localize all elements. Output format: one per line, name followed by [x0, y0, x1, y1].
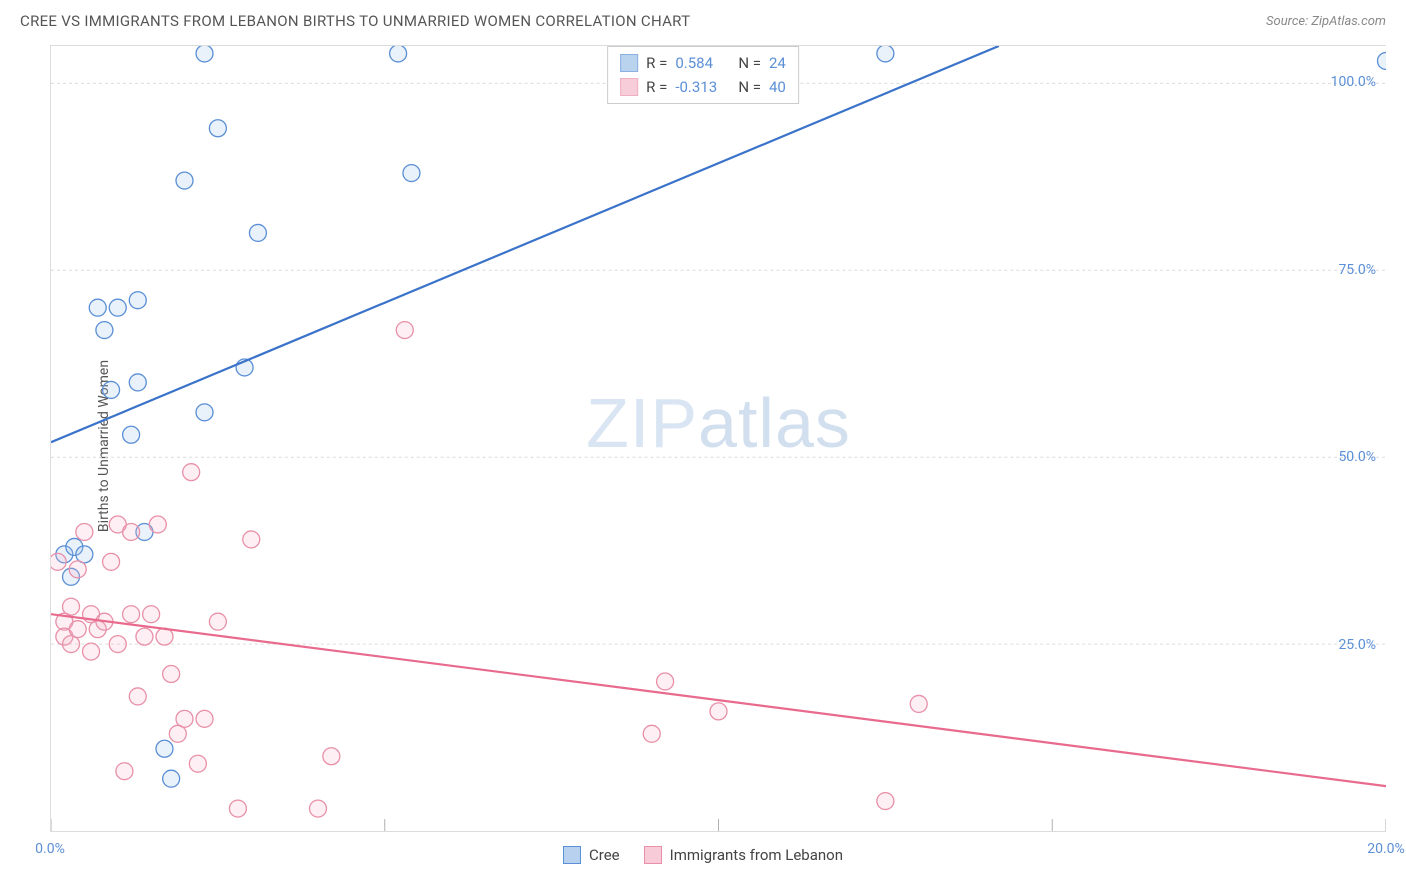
series-legend-label: Cree — [589, 846, 620, 864]
series-legend-item: Immigrants from Lebanon — [644, 846, 843, 864]
legend-r-value: -0.313 — [675, 75, 730, 99]
y-tick-label: 100.0% — [1331, 74, 1376, 90]
legend-r-label: R = — [646, 51, 667, 75]
stats-legend: R = 0.584 N = 24 R = -0.313 N = 40 — [607, 46, 799, 104]
legend-n-value: 40 — [769, 75, 786, 99]
y-tick-label: 25.0% — [1338, 637, 1376, 653]
legend-n-label: N = — [738, 51, 761, 75]
legend-swatch — [563, 846, 581, 864]
series-legend-label: Immigrants from Lebanon — [670, 846, 843, 864]
legend-n-label: N = — [738, 75, 761, 99]
legend-swatch — [620, 54, 638, 72]
plot-area: ZIPatlas — [50, 45, 1386, 832]
legend-r-label: R = — [646, 75, 667, 99]
series-legend-item: Cree — [563, 846, 620, 864]
source-label: Source: ZipAtlas.com — [1266, 14, 1386, 29]
legend-n-value: 24 — [769, 51, 786, 75]
chart-svg — [51, 46, 1386, 831]
y-tick-label: 50.0% — [1338, 449, 1376, 465]
legend-swatch — [620, 78, 638, 96]
legend-swatch — [644, 846, 662, 864]
chart-title: CREE VS IMMIGRANTS FROM LEBANON BIRTHS T… — [20, 12, 690, 30]
x-tick-label: 20.0% — [1367, 841, 1405, 857]
stats-legend-row: R = -0.313 N = 40 — [620, 75, 786, 99]
legend-r-value: 0.584 — [675, 51, 730, 75]
y-tick-label: 75.0% — [1338, 262, 1376, 278]
x-tick-label: 0.0% — [35, 841, 65, 857]
series-legend: Cree Immigrants from Lebanon — [563, 846, 843, 864]
stats-legend-row: R = 0.584 N = 24 — [620, 51, 786, 75]
